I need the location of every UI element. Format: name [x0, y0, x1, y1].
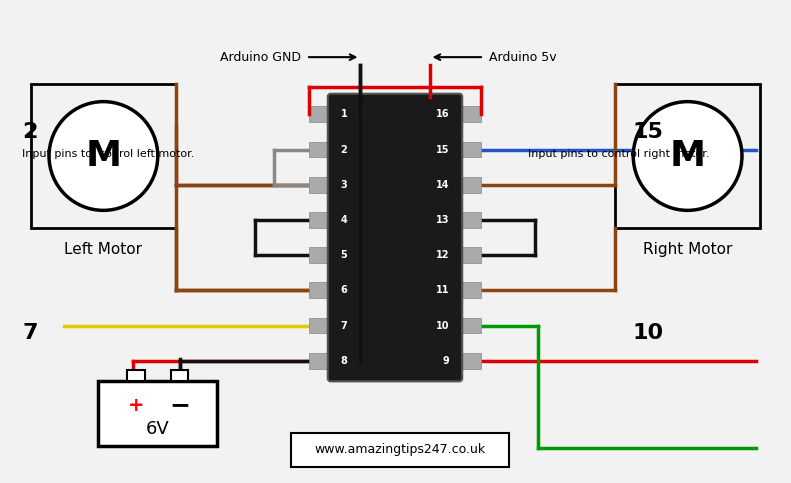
FancyBboxPatch shape	[460, 247, 481, 263]
FancyBboxPatch shape	[291, 433, 509, 468]
FancyBboxPatch shape	[127, 369, 145, 382]
FancyBboxPatch shape	[309, 212, 331, 228]
FancyBboxPatch shape	[460, 318, 481, 333]
Text: 4: 4	[341, 215, 347, 225]
Text: 8: 8	[341, 356, 347, 366]
Text: 13: 13	[436, 215, 449, 225]
Text: 3: 3	[341, 180, 347, 190]
Text: 10: 10	[632, 324, 664, 343]
FancyBboxPatch shape	[309, 247, 331, 263]
Text: Right Motor: Right Motor	[643, 242, 732, 257]
Text: 5: 5	[341, 250, 347, 260]
Text: 11: 11	[436, 285, 449, 296]
Text: 15: 15	[632, 122, 663, 142]
Text: Arduino 5v: Arduino 5v	[489, 51, 557, 64]
Text: M: M	[670, 139, 706, 173]
Text: Input pins to  conrol left motor.: Input pins to conrol left motor.	[22, 149, 195, 159]
FancyBboxPatch shape	[309, 353, 331, 369]
Text: 12: 12	[436, 250, 449, 260]
FancyBboxPatch shape	[309, 318, 331, 333]
FancyBboxPatch shape	[309, 283, 331, 298]
Text: 14: 14	[436, 180, 449, 190]
FancyBboxPatch shape	[460, 353, 481, 369]
FancyBboxPatch shape	[460, 142, 481, 157]
Text: +: +	[128, 396, 144, 414]
Text: 15: 15	[436, 144, 449, 155]
FancyBboxPatch shape	[171, 369, 188, 382]
Text: 16: 16	[436, 109, 449, 119]
Text: www.amazingtips247.co.uk: www.amazingtips247.co.uk	[314, 443, 486, 456]
FancyBboxPatch shape	[460, 106, 481, 122]
FancyBboxPatch shape	[460, 283, 481, 298]
Text: M: M	[85, 139, 121, 173]
Text: 2: 2	[341, 144, 347, 155]
FancyBboxPatch shape	[460, 177, 481, 193]
Text: −: −	[169, 393, 190, 417]
Text: Input pins to control right motor.: Input pins to control right motor.	[528, 149, 710, 159]
FancyBboxPatch shape	[309, 106, 331, 122]
Text: 7: 7	[341, 321, 347, 330]
Text: 2: 2	[22, 122, 38, 142]
Text: 9: 9	[443, 356, 449, 366]
Text: 6V: 6V	[146, 420, 169, 438]
Text: 7: 7	[22, 324, 38, 343]
FancyBboxPatch shape	[309, 142, 331, 157]
Circle shape	[634, 101, 742, 211]
FancyBboxPatch shape	[98, 382, 217, 446]
FancyBboxPatch shape	[309, 177, 331, 193]
Text: 6: 6	[341, 285, 347, 296]
FancyBboxPatch shape	[460, 212, 481, 228]
Text: Arduino GND: Arduino GND	[220, 51, 301, 64]
FancyBboxPatch shape	[327, 94, 462, 382]
Circle shape	[49, 101, 157, 211]
Text: 1: 1	[341, 109, 347, 119]
Text: 10: 10	[436, 321, 449, 330]
Text: Left Motor: Left Motor	[64, 242, 142, 257]
